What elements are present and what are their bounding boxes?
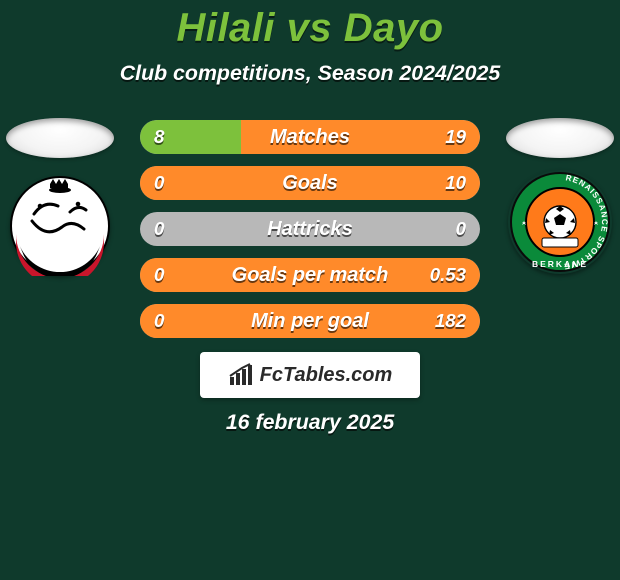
player-photo-placeholder-right [506, 118, 614, 158]
stat-bar: 010Goals [140, 166, 480, 200]
right-team-crest: RENAISSANCE SPORTIVE BERKANE [508, 170, 612, 274]
fus-crest-svg: FUS [10, 176, 110, 276]
stat-value-left: 8 [154, 120, 164, 154]
stat-value-left: 0 [154, 258, 164, 292]
brand-text: FcTables.com [260, 364, 393, 387]
stat-fill-right [241, 120, 480, 154]
footer-date: 16 february 2025 [0, 410, 620, 435]
stat-fill-right [140, 304, 480, 338]
stat-value-right: 10 [445, 166, 466, 200]
stat-value-right: 182 [435, 304, 466, 338]
stat-value-left: 0 [154, 212, 164, 246]
right-side-column: RENAISSANCE SPORTIVE BERKANE [500, 118, 620, 274]
stats-column: 819Matches010Goals00Hattricks00.53Goals … [140, 120, 480, 350]
rsb-crest-svg: RENAISSANCE SPORTIVE BERKANE [508, 170, 612, 274]
stat-value-right: 19 [445, 120, 466, 154]
stat-value-left: 0 [154, 166, 164, 200]
left-crest-text: FUS [42, 238, 78, 258]
stat-bar: 0 0Hattricks [140, 212, 480, 246]
chart-icon [228, 363, 254, 387]
stat-bar: 00.53Goals per match [140, 258, 480, 292]
stat-value-right: 0 [456, 212, 466, 246]
stat-bar: 0182Min per goal [140, 304, 480, 338]
player-photo-placeholder-left [6, 118, 114, 158]
page-title: Hilali vs Dayo [0, 0, 620, 51]
subtitle: Club competitions, Season 2024/2025 [0, 61, 620, 86]
left-side-column: FUS [0, 118, 120, 276]
stat-label: Hattricks [140, 212, 480, 246]
svg-text:BERKANE: BERKANE [532, 259, 588, 269]
stat-value-left: 0 [154, 304, 164, 338]
brand-badge: FcTables.com [200, 352, 420, 398]
stat-value-right: 0.53 [430, 258, 466, 292]
stat-bar: 819Matches [140, 120, 480, 154]
stat-fill-right [140, 166, 480, 200]
left-team-crest: FUS [10, 176, 110, 276]
comparison-card: Hilali vs Dayo Club competitions, Season… [0, 0, 620, 580]
